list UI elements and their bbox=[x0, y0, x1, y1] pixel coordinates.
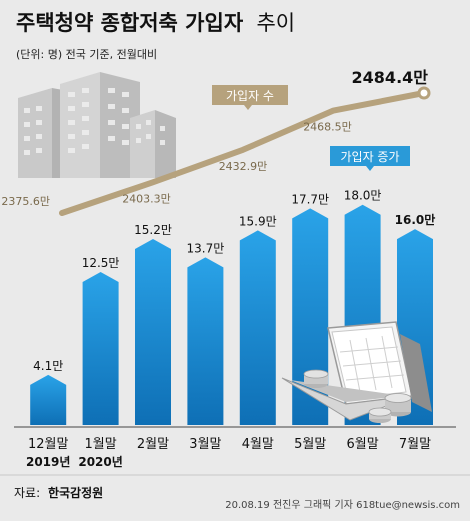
title-main: 주택청약 종합저축 가입자 bbox=[16, 11, 244, 35]
bar-value-label-4: 15.9만 bbox=[239, 214, 277, 228]
line-legend-label: 가입자 수 bbox=[226, 89, 274, 103]
line-end-marker bbox=[417, 86, 431, 100]
bar-1 bbox=[82, 272, 119, 425]
bar-value-label-1: 12.5만 bbox=[82, 256, 120, 270]
bar-value-label-5: 17.7만 bbox=[291, 192, 329, 206]
line-value-label-1: 2403.3만 bbox=[122, 192, 171, 205]
line-value-label-2: 2432.9만 bbox=[219, 160, 268, 173]
line-value-label-0: 2375.6만 bbox=[1, 195, 50, 208]
svg-text:주택청약 종합저축 가입자 추이: 주택청약 종합저축 가입자 추이 bbox=[16, 11, 295, 35]
bar-value-label-2: 15.2만 bbox=[134, 223, 172, 237]
building-illustration bbox=[18, 72, 176, 178]
bar-value-label-6: 18.0만 bbox=[344, 189, 382, 203]
bar-value-label-0: 4.1만 bbox=[33, 359, 63, 373]
source-label: 자료: 한국감정원 bbox=[14, 485, 103, 500]
source-prefix: 자료: bbox=[14, 486, 40, 500]
bar-legend-label: 가입자 증가 bbox=[340, 150, 399, 164]
bar-3 bbox=[187, 257, 224, 425]
line-value-label-3: 2468.5만 bbox=[303, 121, 352, 134]
unit-note: (단위: 명) 전국 기준, 전월대비 bbox=[16, 48, 157, 61]
source-name: 한국감정원 bbox=[48, 485, 103, 500]
x-tick-label-0: 12월말 bbox=[28, 437, 69, 452]
bar-value-label-7: 16.0만 bbox=[395, 212, 436, 227]
bar-2 bbox=[135, 238, 171, 425]
x-tick-label-5: 5월말 bbox=[294, 437, 326, 452]
x-tick-label-2: 2월말 bbox=[137, 437, 169, 452]
line-legend-badge: 가입자 수 bbox=[212, 85, 288, 110]
x-tick-label-6: 6월말 bbox=[346, 437, 378, 452]
x-year-label-1: 2020년 bbox=[78, 455, 122, 469]
x-tick-label-1: 1월말 bbox=[84, 437, 116, 452]
bar-4 bbox=[239, 230, 276, 425]
line-path bbox=[59, 90, 427, 216]
bar-legend-badge: 가입자 증가 bbox=[330, 146, 410, 171]
line-value-label-4: 2484.4만 bbox=[352, 68, 429, 87]
x-tick-label-7: 7월말 bbox=[399, 437, 431, 452]
laptop-coins-illustration bbox=[281, 321, 432, 423]
x-axis-labels: 12월말 2019년 1월말 2020년 2월말 3월말 4월말 5월말 6월말 7월말 bbox=[26, 437, 431, 469]
bar-value-label-3: 13.7만 bbox=[187, 241, 225, 255]
x-tick-label-3: 3월말 bbox=[189, 437, 221, 452]
subscriber-count-line: 2375.6만 2403.3만 2432.9만 2468.5만 2484.4만 bbox=[1, 68, 431, 216]
bar-0 bbox=[30, 374, 67, 425]
x-year-label-0: 2019년 bbox=[26, 455, 70, 469]
x-tick-label-4: 4월말 bbox=[242, 437, 274, 452]
title-suffix: 추이 bbox=[256, 11, 295, 35]
credit-line: 20.08.19 전진우 그래픽 기자 618tue@newsis.com bbox=[225, 499, 460, 511]
